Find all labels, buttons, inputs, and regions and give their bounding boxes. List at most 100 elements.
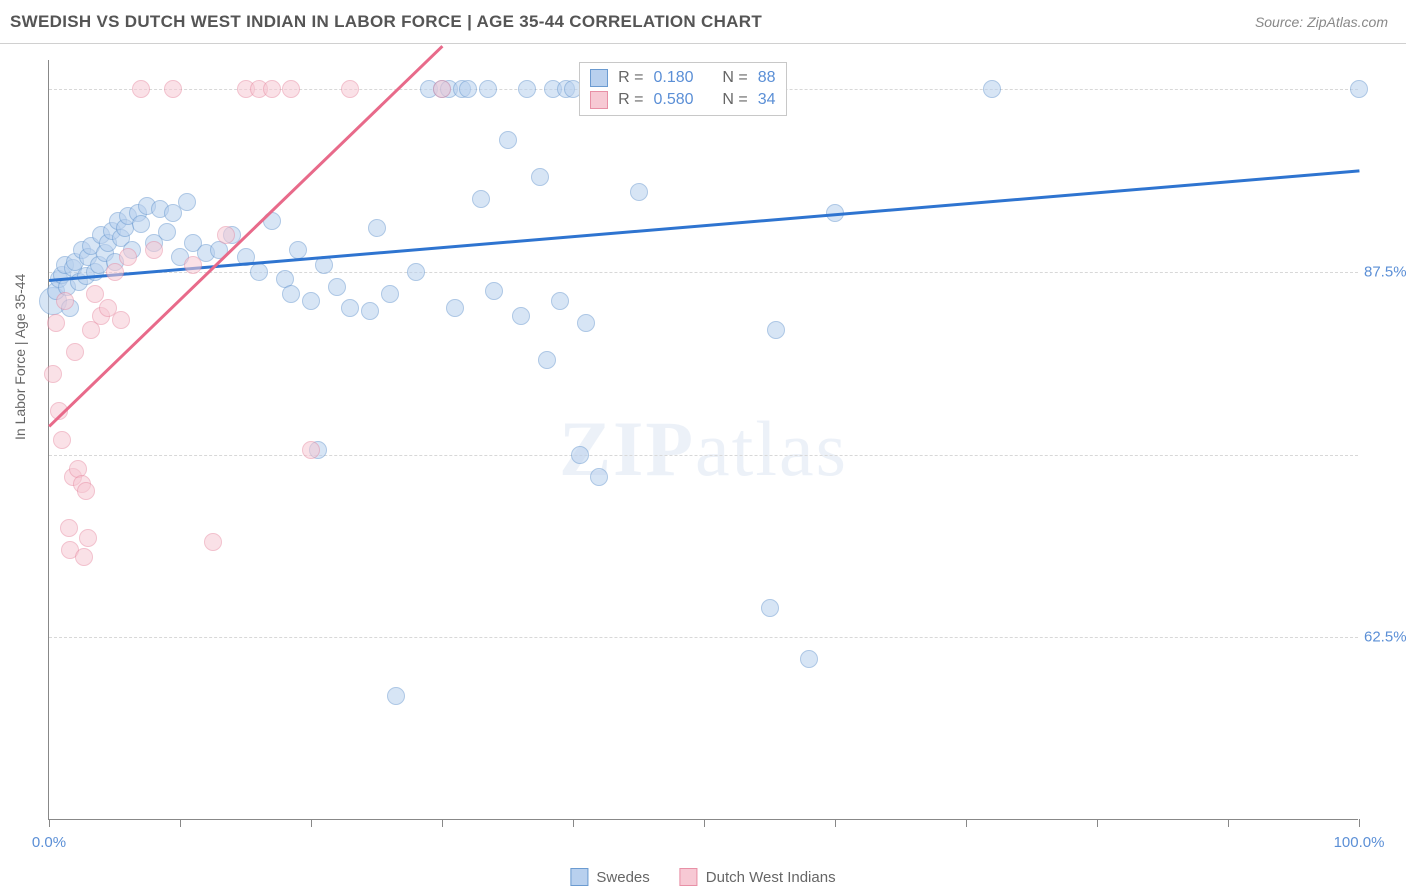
stat-value: 0.580: [653, 91, 693, 109]
data-point: [60, 519, 78, 537]
data-point: [571, 446, 589, 464]
data-point: [263, 80, 281, 98]
data-point: [518, 80, 536, 98]
stat-value: 0.180: [653, 69, 693, 87]
data-point: [302, 292, 320, 310]
data-point: [302, 441, 320, 459]
data-point: [204, 533, 222, 551]
legend-swatch: [590, 91, 608, 109]
x-tick: [1228, 819, 1229, 827]
legend-item: Swedes: [570, 868, 649, 886]
x-tick: [442, 819, 443, 827]
legend-label: Dutch West Indians: [706, 869, 836, 886]
trend-line: [49, 170, 1359, 282]
chart-title: SWEDISH VS DUTCH WEST INDIAN IN LABOR FO…: [10, 12, 762, 32]
chart-source: Source: ZipAtlas.com: [1255, 14, 1388, 30]
data-point: [184, 256, 202, 274]
data-point: [132, 215, 150, 233]
y-tick-label: 62.5%: [1364, 629, 1406, 646]
x-tick: [704, 819, 705, 827]
data-point: [446, 299, 464, 317]
gridline: [49, 637, 1358, 638]
data-point: [86, 285, 104, 303]
data-point: [158, 223, 176, 241]
data-point: [77, 482, 95, 500]
data-point: [381, 285, 399, 303]
data-point: [630, 183, 648, 201]
data-point: [767, 321, 785, 339]
data-point: [178, 193, 196, 211]
data-point: [761, 599, 779, 617]
data-point: [341, 299, 359, 317]
x-tick-label: 0.0%: [32, 834, 66, 851]
data-point: [531, 168, 549, 186]
data-point: [75, 548, 93, 566]
legend-swatch: [570, 868, 588, 886]
data-point: [56, 292, 74, 310]
data-point: [341, 80, 359, 98]
stat-label: N =: [722, 69, 747, 87]
data-point: [164, 80, 182, 98]
data-point: [459, 80, 477, 98]
data-point: [282, 80, 300, 98]
correlation-stats-box: R =0.180 N =88R =0.580 N =34: [579, 62, 786, 116]
data-point: [47, 314, 65, 332]
y-tick-label: 87.5%: [1364, 263, 1406, 280]
data-point: [590, 468, 608, 486]
data-point: [106, 263, 124, 281]
x-tick: [311, 819, 312, 827]
stat-label: R =: [618, 91, 643, 109]
stat-label: N =: [722, 91, 747, 109]
chart-header: SWEDISH VS DUTCH WEST INDIAN IN LABOR FO…: [0, 0, 1406, 44]
stat-row: R = 0.180 N = 88: [590, 67, 775, 89]
data-point: [282, 285, 300, 303]
data-point: [44, 365, 62, 383]
data-point: [577, 314, 595, 332]
x-tick: [835, 819, 836, 827]
data-point: [472, 190, 490, 208]
legend-label: Swedes: [596, 869, 649, 886]
data-point: [217, 226, 235, 244]
x-tick: [180, 819, 181, 827]
legend-swatch: [680, 868, 698, 886]
x-tick: [1097, 819, 1098, 827]
stat-row: R =0.580 N =34: [590, 89, 775, 111]
x-tick: [966, 819, 967, 827]
data-point: [485, 282, 503, 300]
data-point: [368, 219, 386, 237]
data-point: [66, 343, 84, 361]
data-point: [132, 80, 150, 98]
gridline: [49, 272, 1358, 273]
data-point: [538, 351, 556, 369]
gridline: [49, 455, 1358, 456]
x-tick: [49, 819, 50, 827]
data-point: [112, 311, 130, 329]
data-point: [983, 80, 1001, 98]
data-point: [551, 292, 569, 310]
data-point: [800, 650, 818, 668]
data-point: [512, 307, 530, 325]
series-legend: Swedes Dutch West Indians: [570, 868, 835, 886]
data-point: [1350, 80, 1368, 98]
data-point: [479, 80, 497, 98]
data-point: [499, 131, 517, 149]
data-point: [53, 431, 71, 449]
x-tick: [1359, 819, 1360, 827]
legend-item: Dutch West Indians: [680, 868, 836, 886]
stat-value: 88: [758, 69, 776, 87]
data-point: [145, 241, 163, 259]
stat-label: R =: [618, 69, 643, 87]
data-point: [328, 278, 346, 296]
plot-area: ZIPatlas 62.5%87.5%0.0%100.0%R =0.180 N …: [48, 60, 1358, 820]
y-axis-title: In Labor Force | Age 35-44: [12, 274, 28, 440]
data-point: [387, 687, 405, 705]
legend-swatch: [590, 69, 608, 87]
data-point: [361, 302, 379, 320]
data-point: [407, 263, 425, 281]
x-tick-label: 100.0%: [1334, 834, 1385, 851]
data-point: [433, 80, 451, 98]
data-point: [119, 248, 137, 266]
chart-container: SWEDISH VS DUTCH WEST INDIAN IN LABOR FO…: [0, 0, 1406, 892]
data-point: [289, 241, 307, 259]
x-tick: [573, 819, 574, 827]
